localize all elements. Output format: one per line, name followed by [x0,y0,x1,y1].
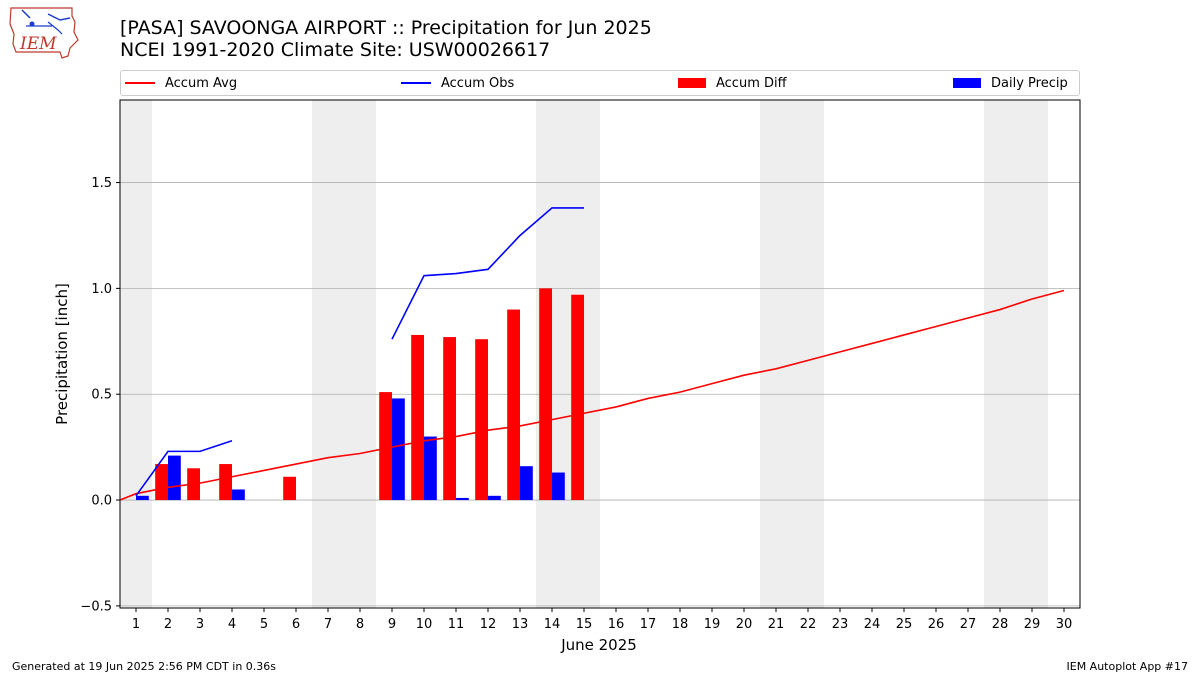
bar-daily-precip [232,489,245,501]
x-tick-label: 9 [388,617,396,632]
line-accum-avg [119,289,1065,501]
x-tick-label: 12 [480,617,497,632]
bar-accum-diff [219,464,232,501]
legend-item-accum-diff: Accum Diff [678,74,787,92]
x-tick-label: 30 [1056,617,1073,632]
bar-accum-diff [411,334,424,501]
x-tick-label: 2 [164,617,172,632]
x-tick-label: 15 [576,617,593,632]
chart-subtitle: NCEI 1991-2020 Climate Site: USW00026617 [120,39,551,61]
legend-label-daily-precip: Daily Precip [991,75,1068,91]
legend-item-accum-obs: Accum Obs [401,74,514,92]
x-tick-label: 4 [228,617,236,632]
x-tick-label: 6 [292,617,300,632]
chart-legend: Accum Avg Accum Obs Accum Diff Daily Pre… [120,70,1080,96]
x-tick-label: 27 [960,617,977,632]
weekend-shade [312,100,344,608]
x-axis-label: June 2025 [560,636,637,654]
bar-daily-precip [552,472,565,501]
x-tick-label: 11 [448,617,465,632]
bar-daily-precip [520,466,533,501]
bar-accum-diff [571,294,584,501]
x-tick-label: 22 [800,617,817,632]
x-tick-label: 20 [736,617,753,632]
x-tick-label: 17 [640,617,657,632]
footer-app-text: IEM Autoplot App #17 [1066,660,1189,673]
x-tick-label: 1 [132,617,140,632]
x-tick-label: 3 [196,617,204,632]
y-tick-label: 1.0 [91,282,112,297]
legend-item-daily-precip: Daily Precip [953,74,1068,92]
svg-text:IEM: IEM [19,34,57,54]
x-tick-label: 28 [992,617,1009,632]
bar-daily-precip [136,495,149,501]
x-tick-label: 13 [512,617,529,632]
x-tick-label: 26 [928,617,945,632]
weekend-shade [760,100,792,608]
legend-swatch-accum-avg [125,82,155,84]
bar-daily-precip [168,455,181,501]
legend-swatch-accum-diff [678,78,706,88]
y-tick-label: 1.5 [91,176,112,191]
weekend-shade [792,100,824,608]
bar-accum-diff [443,337,456,501]
y-tick-label: 0.0 [91,494,112,509]
weekend-shade [984,100,1016,608]
x-tick-label: 21 [768,617,785,632]
bar-accum-diff [475,339,488,501]
bar-accum-diff [539,288,552,501]
y-axis-label: Precipitation [inch] [53,283,71,425]
bar-accum-diff [155,464,168,501]
bar-accum-diff [507,309,520,501]
y-tick-label: −0.5 [80,599,112,614]
iem-logo: IEM [8,6,80,60]
bar-accum-diff [379,392,392,501]
bar-daily-precip [488,495,501,501]
x-tick-label: 18 [672,617,689,632]
bar-accum-diff [283,476,296,501]
bar-daily-precip [392,398,405,501]
line-accum-obs [391,207,584,340]
weekend-shade [1016,100,1048,608]
x-tick-label: 5 [260,617,268,632]
legend-label-accum-avg: Accum Avg [165,75,238,91]
bar-daily-precip [456,497,469,501]
legend-swatch-daily-precip [953,78,981,88]
x-tick-label: 7 [324,617,332,632]
legend-swatch-accum-obs [401,82,431,84]
weekend-shade [120,100,152,608]
legend-label-accum-obs: Accum Obs [441,75,515,91]
x-tick-label: 16 [608,617,625,632]
legend-label-accum-diff: Accum Diff [716,75,787,91]
legend-item-accum-avg: Accum Avg [125,74,237,92]
x-tick-label: 29 [1024,617,1041,632]
weekend-shade [344,100,376,608]
x-tick-label: 25 [896,617,913,632]
x-tick-label: 8 [356,617,364,632]
x-tick-label: 10 [416,617,433,632]
x-tick-label: 19 [704,617,721,632]
chart-title: [PASA] SAVOONGA AIRPORT :: Precipitation… [120,17,652,39]
footer-generated-text: Generated at 19 Jun 2025 2:56 PM CDT in … [12,660,277,673]
x-tick-label: 23 [832,617,849,632]
x-tick-label: 14 [544,617,561,632]
y-tick-label: 0.5 [91,388,112,403]
plot-frame [119,99,1081,609]
bar-daily-precip [424,436,437,501]
x-tick-label: 24 [864,617,881,632]
line-accum-obs [135,440,233,497]
